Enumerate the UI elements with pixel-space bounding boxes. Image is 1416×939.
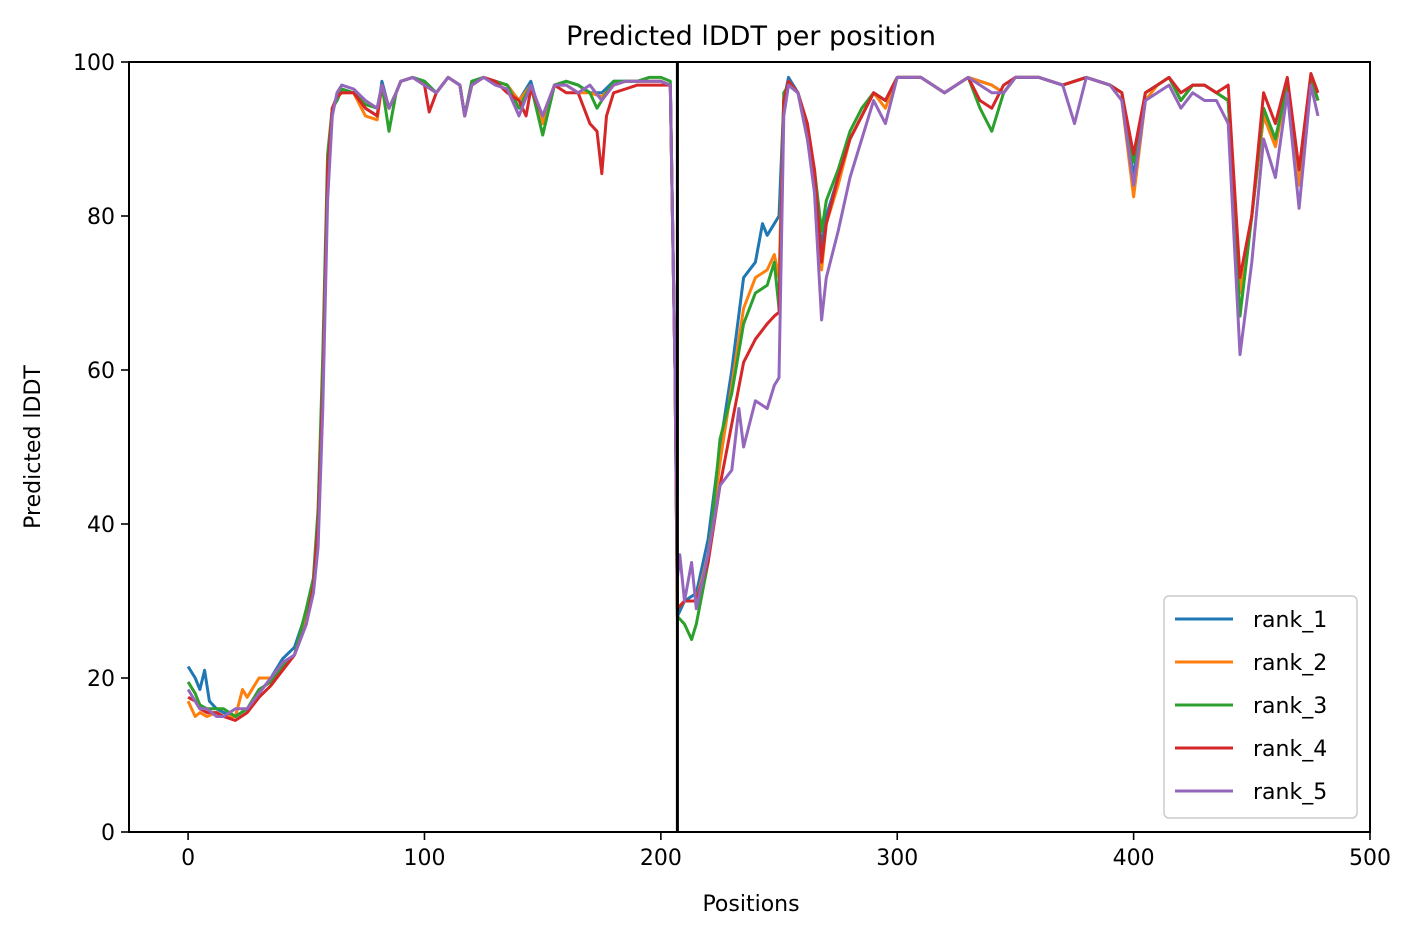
x-axis-label: Positions (702, 892, 799, 917)
x-tick-label: 200 (640, 846, 682, 871)
y-tick-label: 40 (87, 513, 115, 538)
legend-label-rank_3: rank_3 (1253, 694, 1327, 719)
legend-label-rank_2: rank_2 (1253, 651, 1327, 676)
legend-label-rank_1: rank_1 (1253, 608, 1327, 633)
x-tick-label: 100 (403, 846, 445, 871)
y-axis-label: Predicted lDDT (21, 365, 46, 529)
plot-frame (128, 61, 1371, 833)
x-axis: 0 100 200 300 400 500 (181, 832, 1391, 871)
y-tick-label: 80 (87, 205, 115, 230)
x-tick-label: 500 (1349, 846, 1391, 871)
plot-area (186, 62, 1320, 832)
x-tick-label: 400 (1113, 846, 1155, 871)
y-tick-label: 0 (101, 821, 115, 846)
x-tick-label: 300 (876, 846, 918, 871)
x-tick-label: 0 (181, 846, 195, 871)
y-tick-label: 100 (73, 51, 115, 76)
legend-label-rank_4: rank_4 (1253, 737, 1327, 762)
legend-box (1163, 595, 1358, 819)
series-line-rank_1 (186, 75, 1320, 718)
series-line-rank_5 (186, 75, 1320, 718)
y-axis: 0 20 40 60 80 100 (73, 51, 129, 846)
legend-label-rank_5: rank_5 (1253, 780, 1327, 805)
chart-title: Predicted lDDT per position (566, 21, 936, 52)
series-line-rank_4 (187, 72, 1320, 722)
series-line-rank_2 (186, 75, 1320, 718)
y-tick-label: 20 (87, 667, 115, 692)
legend: rank_1 rank_2 rank_3 rank_4 rank_5 (1163, 595, 1358, 819)
series-line-rank_3 (186, 75, 1320, 718)
y-tick-label: 60 (87, 359, 115, 384)
